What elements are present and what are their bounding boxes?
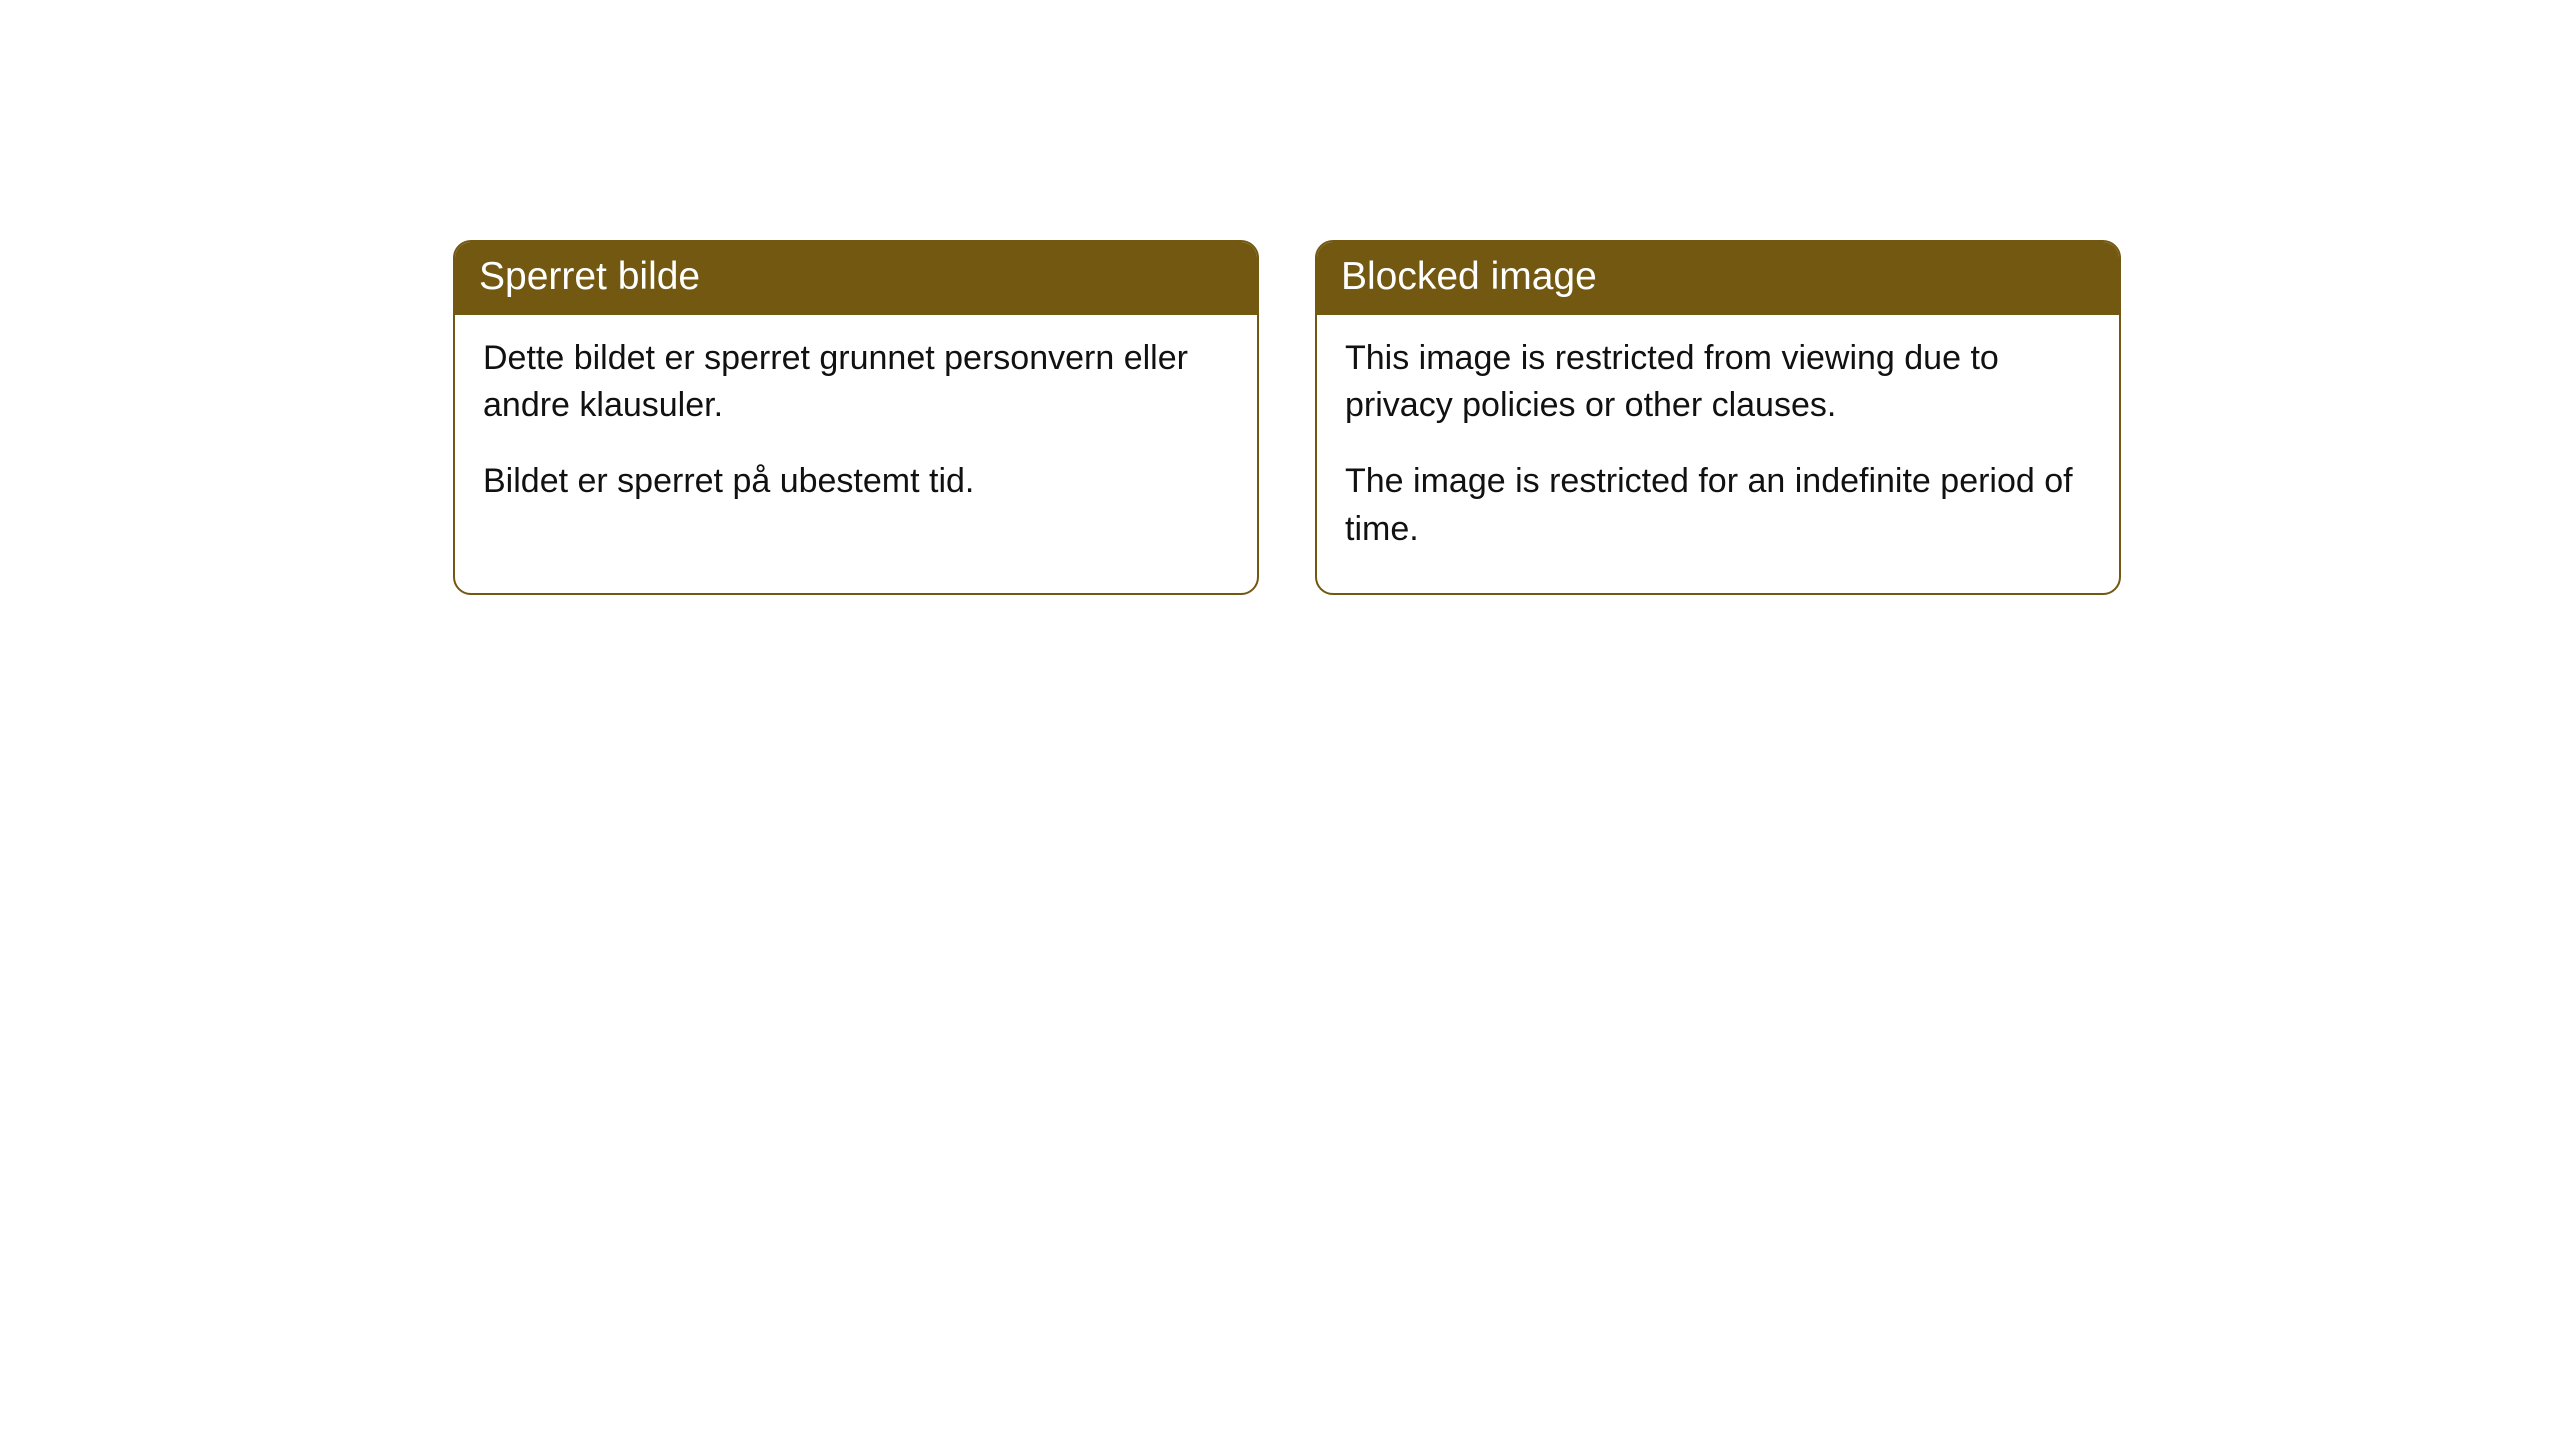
blocked-image-card-norwegian: Sperret bilde Dette bildet er sperret gr… [453, 240, 1259, 595]
notice-paragraph: Dette bildet er sperret grunnet personve… [483, 335, 1229, 430]
card-header-english: Blocked image [1317, 242, 2119, 315]
notice-paragraph: This image is restricted from viewing du… [1345, 335, 2091, 430]
card-header-norwegian: Sperret bilde [455, 242, 1257, 315]
card-title: Sperret bilde [479, 255, 700, 298]
blocked-image-card-english: Blocked image This image is restricted f… [1315, 240, 2121, 595]
card-body-norwegian: Dette bildet er sperret grunnet personve… [455, 315, 1257, 546]
notice-container: Sperret bilde Dette bildet er sperret gr… [0, 0, 2560, 595]
card-body-english: This image is restricted from viewing du… [1317, 315, 2119, 593]
notice-paragraph: Bildet er sperret på ubestemt tid. [483, 458, 1229, 506]
notice-paragraph: The image is restricted for an indefinit… [1345, 458, 2091, 553]
card-title: Blocked image [1341, 255, 1597, 298]
